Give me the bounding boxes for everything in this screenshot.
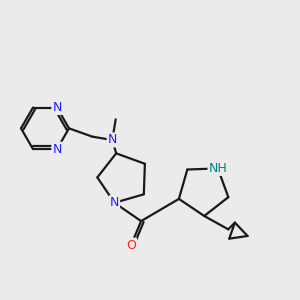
Text: N: N <box>110 196 119 209</box>
Text: NH: NH <box>208 162 227 175</box>
Text: N: N <box>52 142 62 156</box>
Text: N: N <box>108 134 117 146</box>
Text: O: O <box>126 238 136 252</box>
Text: N: N <box>52 101 62 114</box>
